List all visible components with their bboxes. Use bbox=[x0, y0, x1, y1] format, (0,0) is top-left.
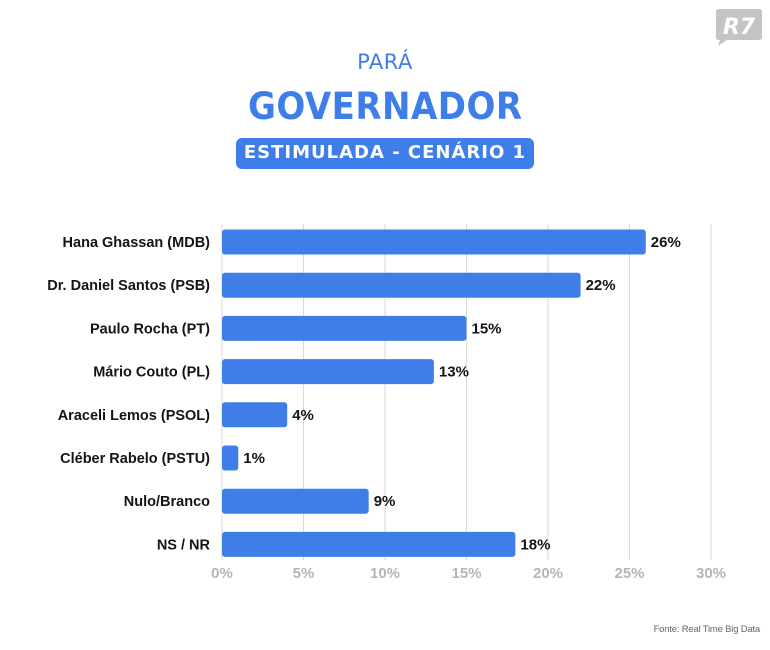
category-label: Paulo Rocha (PT) bbox=[90, 321, 210, 337]
value-label: 4% bbox=[292, 407, 314, 424]
bar bbox=[222, 445, 239, 471]
category-label: Nulo/Branco bbox=[124, 494, 210, 510]
value-label: 18% bbox=[520, 536, 550, 553]
value-label: 15% bbox=[472, 320, 502, 337]
value-label: 13% bbox=[439, 364, 469, 381]
bar bbox=[222, 402, 288, 428]
x-tick-label: 25% bbox=[614, 565, 644, 582]
category-label: Cléber Rabelo (PSTU) bbox=[60, 451, 210, 467]
r7-logo-text: R7 bbox=[723, 15, 756, 40]
category-label: NS / NR bbox=[157, 537, 211, 553]
category-label: Mário Couto (PL) bbox=[93, 365, 210, 381]
bar bbox=[222, 272, 581, 298]
office-title: GOVERNADOR bbox=[247, 85, 523, 128]
value-label: 22% bbox=[586, 277, 616, 294]
r7-logo: R7 bbox=[716, 9, 762, 46]
bar bbox=[222, 359, 434, 385]
x-tick-label: 30% bbox=[696, 565, 726, 582]
bar bbox=[222, 229, 646, 255]
bar bbox=[222, 488, 369, 514]
x-tick-label: 15% bbox=[451, 565, 481, 582]
value-label: 1% bbox=[243, 450, 265, 467]
bar bbox=[222, 531, 516, 557]
scenario-badge: ESTIMULADA - CENÁRIO 1 bbox=[235, 138, 535, 169]
value-label: 9% bbox=[374, 493, 396, 510]
category-label: Hana Ghassan (MDB) bbox=[63, 235, 211, 251]
state-title: PARÁ bbox=[357, 50, 413, 74]
value-label: 26% bbox=[651, 234, 681, 251]
bar bbox=[222, 315, 467, 341]
category-label: Araceli Lemos (PSOL) bbox=[58, 408, 210, 424]
category-label: Dr. Daniel Santos (PSB) bbox=[47, 278, 210, 294]
x-tick-label: 10% bbox=[370, 565, 400, 582]
source-note: Fonte: Real Time Big Data bbox=[653, 624, 761, 635]
x-tick-label: 0% bbox=[211, 565, 233, 582]
x-tick-label: 5% bbox=[293, 565, 315, 582]
x-tick-label: 20% bbox=[533, 565, 563, 582]
chart-header: PARÁ GOVERNADOR ESTIMULADA - CENÁRIO 1 bbox=[0, 48, 770, 169]
